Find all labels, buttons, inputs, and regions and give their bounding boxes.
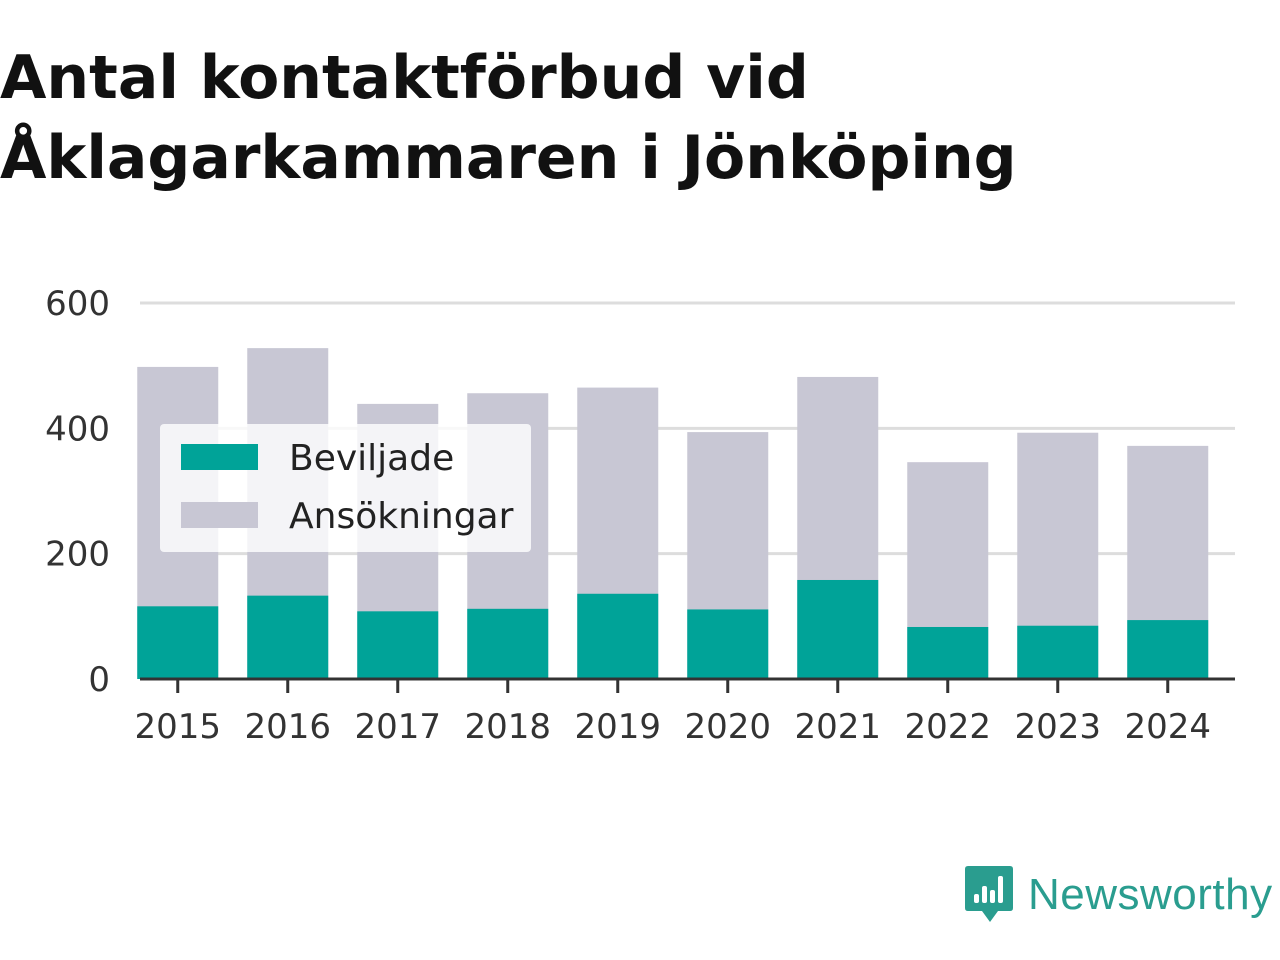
x-tick-label: 2017 [354,707,441,747]
y-tick-label: 200 [45,535,110,575]
bar-beviljade-2023 [1017,625,1099,679]
x-tick-label: 2015 [134,707,221,747]
x-axis: 2015 2016 2017 2018 2019 2020 2021 2022 2023 2024 [134,677,1235,747]
x-tick-label: 2019 [574,707,661,747]
newsworthy-logo-text: Newsworthy [1028,870,1273,919]
bar-beviljade-2017 [357,611,439,679]
bar-beviljade-2016 [247,595,329,679]
newsworthy-logo-icon [965,866,1013,922]
y-tick-label: 600 [45,284,110,324]
bar-beviljade-2020 [687,609,769,679]
chart-title: Antal kontaktförbud vid Åklagarkammaren … [0,38,1017,198]
legend-label-beviljade: Beviljade [289,438,454,479]
x-tick-label: 2022 [904,707,991,747]
bar-beviljade-2024 [1127,620,1209,679]
x-tick-label: 2016 [244,707,331,747]
bar-beviljade-2019 [577,593,659,679]
legend: Beviljade Ansökningar [160,424,531,552]
chart-title-line-1: Antal kontaktförbud vid [0,43,809,113]
legend-label-ansokningar: Ansökningar [289,496,514,537]
x-tick-label: 2018 [464,707,551,747]
chart-title-line-2: Åklagarkammaren i Jönköping [0,123,1017,193]
y-tick-label: 400 [45,409,110,449]
bar-beviljade-2018 [467,608,549,679]
bar-beviljade-2022 [907,626,989,679]
x-tick-label: 2021 [794,707,881,747]
legend-swatch-ansokningar [181,502,258,528]
bar-beviljade-2021 [797,579,879,679]
x-tick-label: 2023 [1014,707,1101,747]
y-tick-label: 0 [88,660,110,700]
bar-beviljade-2015 [137,606,219,679]
newsworthy-logo: Newsworthy [964,864,1273,926]
x-tick-label: 2020 [684,707,771,747]
legend-swatch-beviljade [181,444,258,470]
x-tick-label: 2024 [1124,707,1211,747]
y-axis: 0 200 400 600 [45,284,110,700]
